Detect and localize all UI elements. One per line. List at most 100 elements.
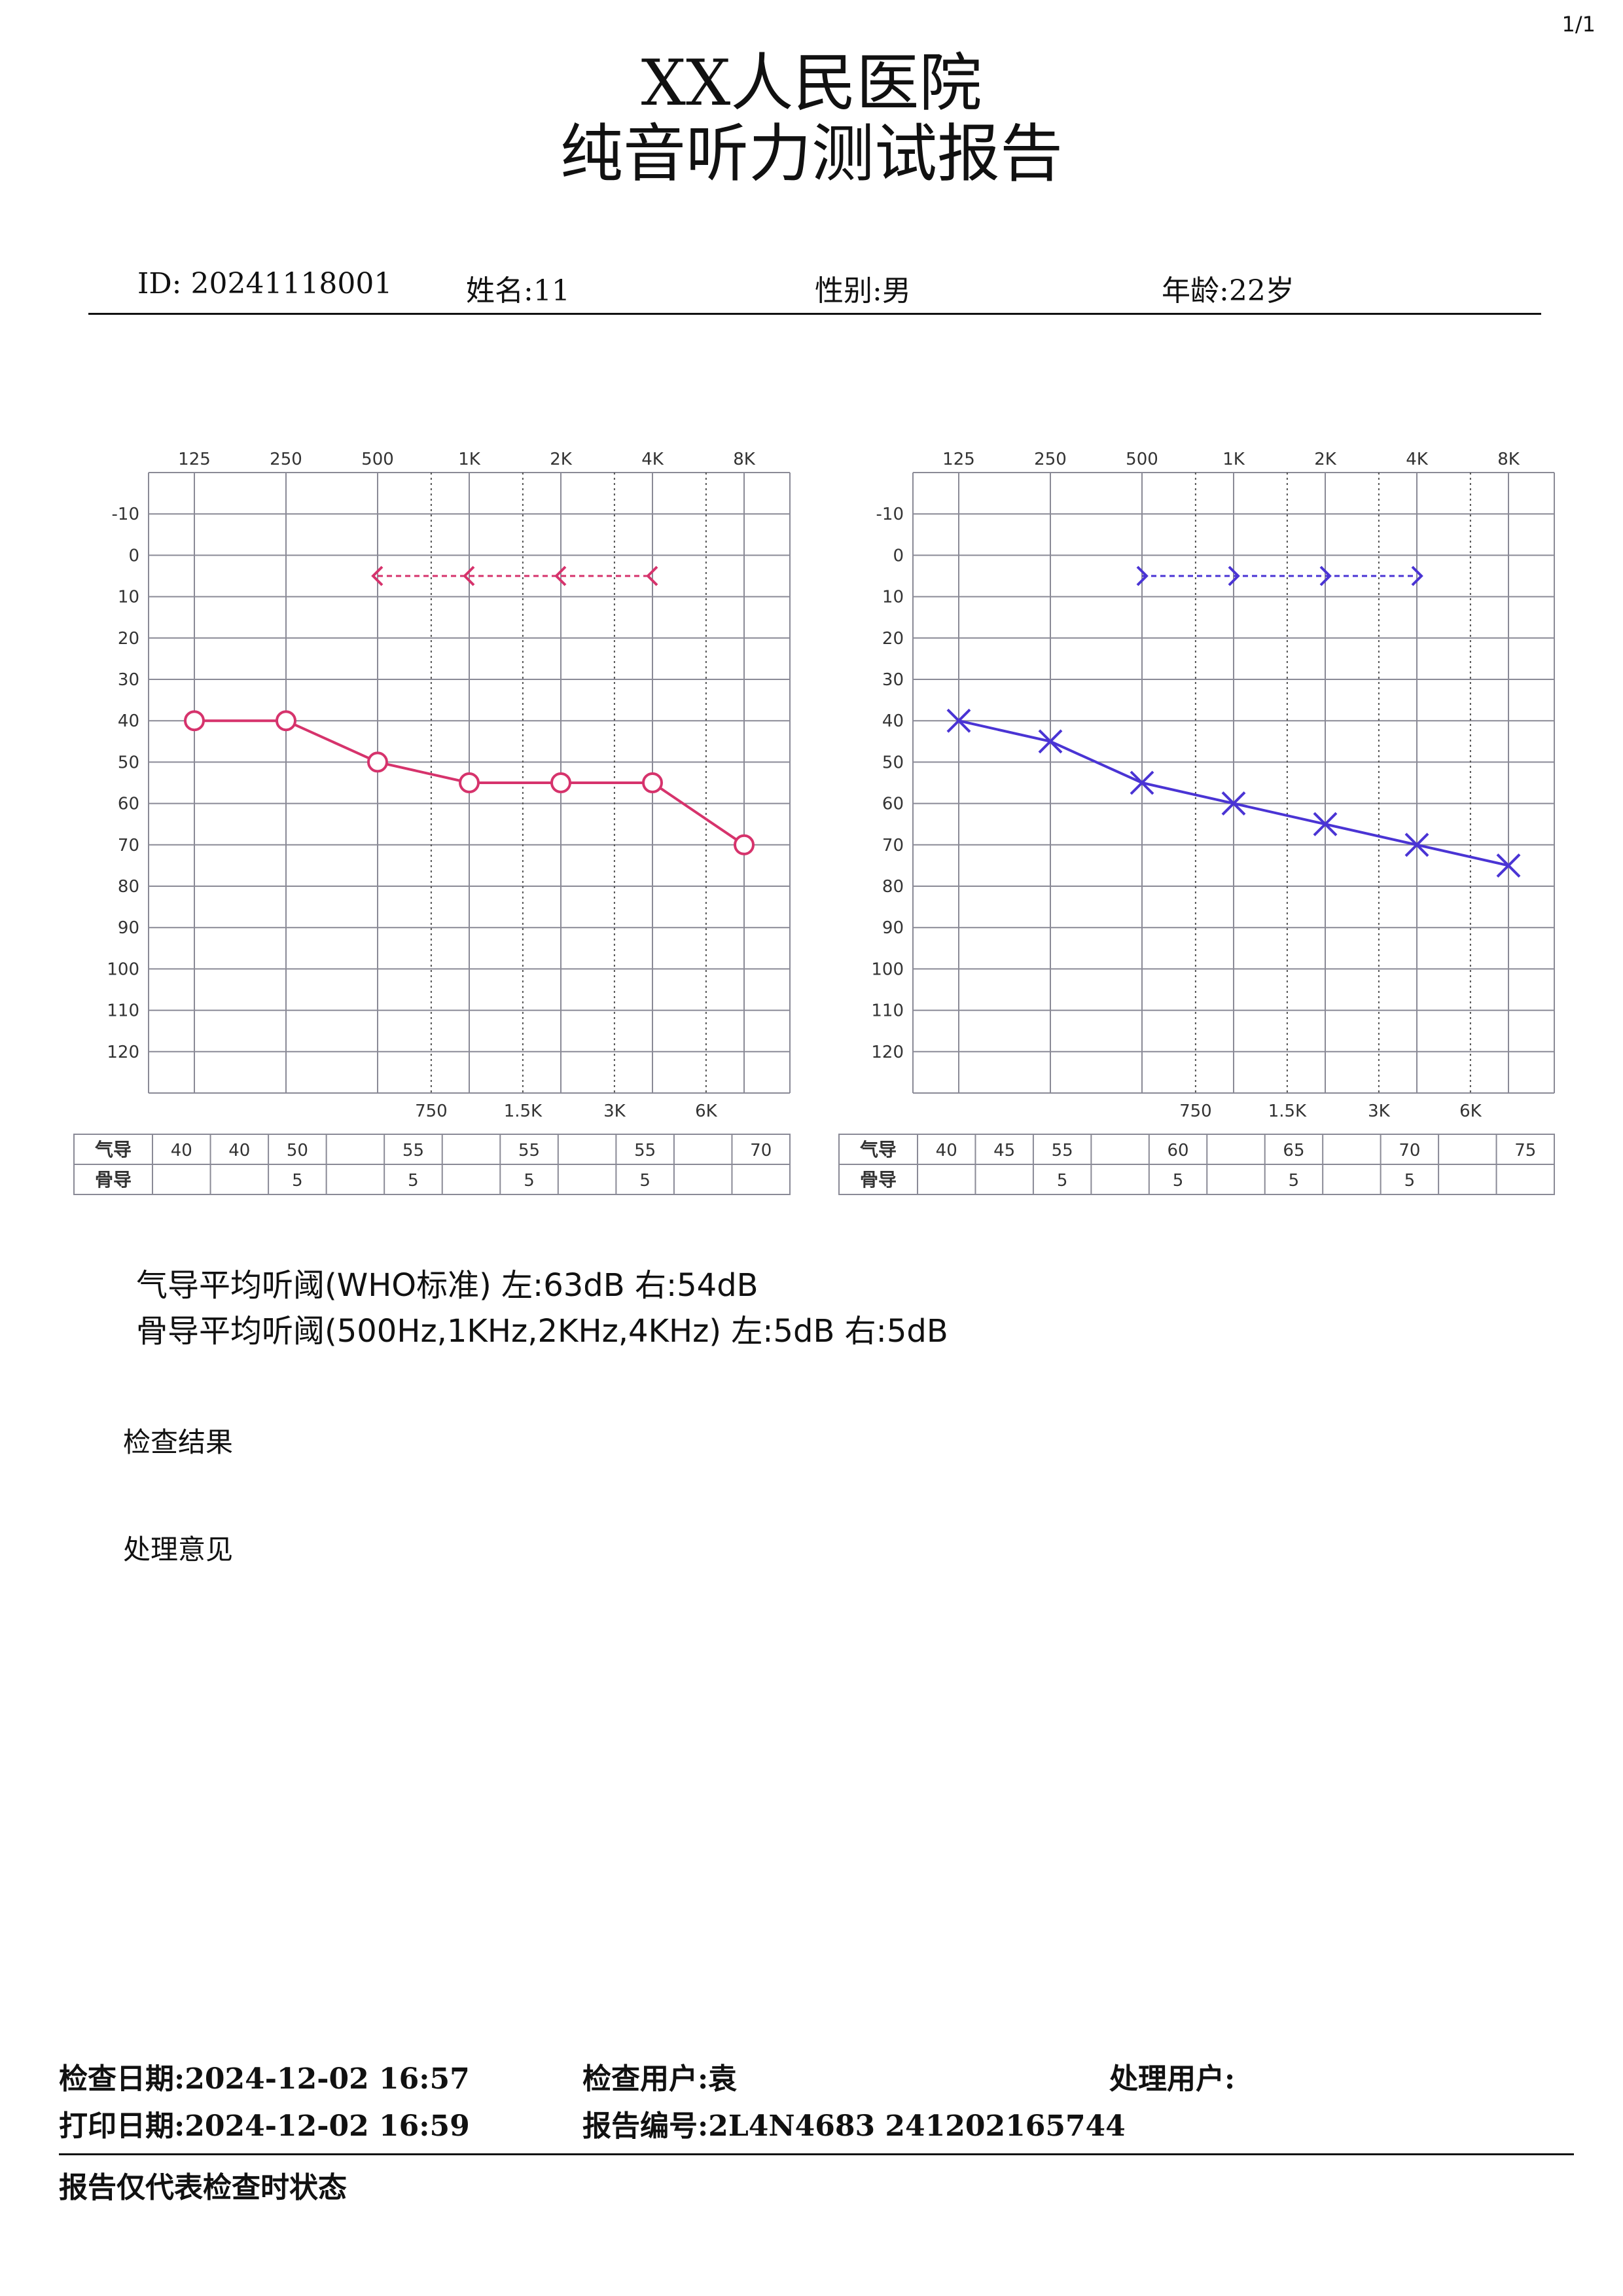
right-ear-y-tick: -10	[876, 505, 904, 524]
right-ear-y-tick: 80	[882, 877, 904, 897]
left-ear-air-point	[276, 710, 296, 732]
right-ear-bone-point	[1136, 565, 1149, 586]
footer-rule	[59, 2153, 1574, 2155]
hospital-name: XX人民医院	[641, 46, 982, 120]
patient-name: 姓名:11	[466, 274, 570, 308]
right-ear-table-cell: 5	[1173, 1171, 1184, 1191]
right-ear-y-tick: 60	[882, 795, 904, 814]
right-ear-y-tick: 120	[871, 1043, 904, 1062]
bone-conduction-average: 骨导平均听阈(500Hz,1KHz,2KHz,4KHz) 左:5dB 右:5dB	[136, 1313, 948, 1350]
right-ear-x-sub-label: 3K	[1368, 1102, 1391, 1121]
right-ear-bone-point	[1228, 565, 1240, 586]
left-ear-x-label: 500	[361, 450, 394, 469]
left-ear-y-tick: 70	[118, 836, 139, 855]
right-ear-table-cell: 70	[1399, 1141, 1420, 1160]
left-ear-air-point	[459, 772, 480, 793]
right-ear-air-point	[1130, 770, 1154, 795]
exam-result-heading: 检查结果	[123, 1426, 234, 1458]
right-ear-air-point	[1038, 729, 1063, 754]
right-ear-table-cell: 5	[1057, 1171, 1068, 1191]
right-ear-table-cell: 40	[936, 1141, 957, 1160]
right-ear-x-sub-label: 6K	[1459, 1102, 1482, 1121]
page-number: 1/1	[1561, 12, 1596, 37]
right-ear-air-point	[1221, 791, 1246, 816]
right-ear-table-cell: 75	[1514, 1141, 1536, 1160]
right-ear-x-sub-label: 750	[1179, 1102, 1212, 1121]
left-ear-table-cell: 55	[402, 1141, 424, 1160]
patient-age: 年龄:22岁	[1162, 274, 1294, 308]
left-ear-x-label: 1K	[458, 450, 481, 469]
right-ear-x-sub-label: 1.5K	[1268, 1102, 1307, 1121]
left-ear-y-tick: 120	[107, 1043, 139, 1062]
right-ear-y-tick: 40	[882, 711, 904, 731]
right-ear-table-row-label: 气导	[859, 1139, 897, 1160]
right-ear-x-label: 1K	[1222, 450, 1245, 469]
right-ear-table-row-label: 骨导	[860, 1169, 897, 1191]
left-ear-table-cell: 5	[408, 1171, 419, 1191]
left-ear-air-point	[642, 772, 663, 793]
right-ear-y-tick: 70	[882, 836, 904, 855]
right-ear-table-cell: 55	[1052, 1141, 1073, 1160]
left-ear-x-label: 250	[270, 450, 302, 469]
handler-user: 处理用户:	[1109, 2062, 1236, 2096]
left-ear-y-tick: 110	[107, 1001, 139, 1021]
left-ear-y-tick: 10	[118, 588, 139, 607]
left-ear-y-tick: 30	[118, 670, 139, 690]
left-ear-table-row-label: 骨导	[95, 1169, 132, 1191]
right-ear-air-point	[1404, 833, 1429, 857]
left-ear-y-tick: 80	[118, 877, 139, 897]
left-ear-y-tick: 50	[118, 753, 139, 772]
right-ear-y-tick: 0	[893, 546, 904, 565]
right-ear-y-tick: 30	[882, 670, 904, 690]
left-ear-table-cell: 5	[524, 1171, 535, 1191]
right-ear-x-label: 125	[942, 450, 975, 469]
left-ear-y-tick: -10	[112, 505, 139, 524]
right-ear-y-tick: 90	[882, 918, 904, 938]
report-number: 报告编号:2L4N4683 241202165744	[582, 2109, 1126, 2143]
right-ear-air-point	[1496, 853, 1521, 878]
left-ear-table-row-label: 气导	[94, 1139, 132, 1160]
treatment-advice-heading: 处理意见	[123, 1534, 234, 1566]
left-ear-y-tick: 20	[118, 629, 139, 649]
footer-note: 报告仅代表检查时状态	[59, 2171, 347, 2204]
left-ear-air-point	[734, 834, 755, 855]
left-ear-table-cell: 5	[292, 1171, 303, 1191]
exam-date: 检查日期:2024-12-02 16:57	[59, 2062, 470, 2096]
left-ear-table-cell: 50	[287, 1141, 308, 1160]
left-ear-x-sub-label: 1.5K	[504, 1102, 543, 1121]
left-ear-table-cell: 5	[639, 1171, 651, 1191]
right-ear-air-point	[1313, 812, 1338, 836]
left-ear-air-point	[367, 751, 388, 773]
left-ear-table-cell: 55	[518, 1141, 540, 1160]
right-ear-table-cell: 45	[993, 1141, 1015, 1160]
left-ear-y-tick: 90	[118, 918, 139, 938]
left-ear-bone-point	[371, 565, 383, 586]
right-ear-air-point	[946, 708, 971, 733]
patient-gender: 性别:男	[815, 274, 911, 308]
left-ear-bone-point	[463, 565, 475, 586]
right-ear-x-label: 8K	[1497, 450, 1520, 469]
right-ear-table-cell: 5	[1289, 1171, 1300, 1191]
left-ear-bone-point	[646, 565, 658, 586]
left-ear-y-tick: 100	[107, 960, 139, 979]
right-ear-y-tick: 110	[871, 1001, 904, 1021]
right-ear-x-label: 500	[1126, 450, 1158, 469]
left-ear-x-sub-label: 750	[415, 1102, 448, 1121]
left-ear-x-sub-label: 3K	[603, 1102, 626, 1121]
right-ear-table-cell: 65	[1283, 1141, 1304, 1160]
left-ear-y-tick: 40	[118, 711, 139, 731]
left-ear-table-cell: 55	[634, 1141, 656, 1160]
left-ear-y-tick: 0	[128, 546, 139, 565]
left-ear-table-cell: 40	[171, 1141, 192, 1160]
right-ear-bone-point	[1411, 565, 1423, 586]
right-ear-bone-point	[1319, 565, 1332, 586]
left-ear-x-label: 2K	[550, 450, 573, 469]
left-ear-bone-point	[554, 565, 567, 586]
right-ear-y-tick: 50	[882, 753, 904, 772]
right-ear-y-tick: 10	[882, 588, 904, 607]
patient-id: ID: 20241118001	[137, 267, 393, 300]
header-rule	[88, 313, 1541, 315]
left-ear-air-point	[550, 772, 571, 793]
right-ear-x-label: 4K	[1406, 450, 1429, 469]
